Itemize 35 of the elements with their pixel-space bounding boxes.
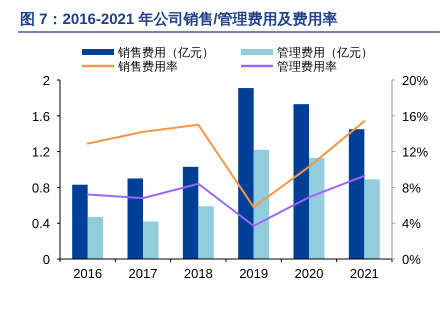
bar [182,166,198,259]
legend-label: 管理费用（亿元） [277,46,373,60]
y-tick-label: 0.4 [32,216,50,232]
y2-tick-label: 0% [402,252,422,267]
bar [128,178,143,259]
x-tick-label: 2019 [239,266,268,281]
bar [364,179,380,259]
y-tick-label: 1.6 [32,108,50,124]
x-tick-label: 2017 [128,266,158,281]
y2-tick-label: 16% [402,108,428,124]
bar [72,184,88,259]
legend-label: 管理费用率 [277,60,337,74]
x-tick-label: 2016 [73,266,102,281]
bar [294,104,309,259]
chart-title: 图 7：2016-2021 年公司销售/管理费用及费用率 [20,10,338,28]
bar [198,206,214,259]
y2-tick-label: 4% [402,216,422,232]
y2-tick-label: 20% [402,73,428,88]
y2-tick-label: 8% [402,180,422,196]
bar [238,88,254,259]
x-tick-label: 2020 [294,266,324,281]
bar [348,129,364,259]
y-tick-label: 0.8 [32,180,50,196]
bar [309,158,324,259]
y-tick-label: 0 [42,252,50,267]
y2-tick-label: 12% [402,144,428,160]
x-tick-label: 2018 [184,266,213,281]
y-tick-label: 1.2 [32,144,50,160]
legend-label: 销售费用（亿元） [117,46,214,60]
bar [143,221,158,259]
bar [88,216,104,259]
bar [254,150,270,259]
legend-label: 销售费用率 [117,60,178,74]
y-tick-label: 2 [42,73,50,88]
x-tick-label: 2021 [350,266,379,281]
